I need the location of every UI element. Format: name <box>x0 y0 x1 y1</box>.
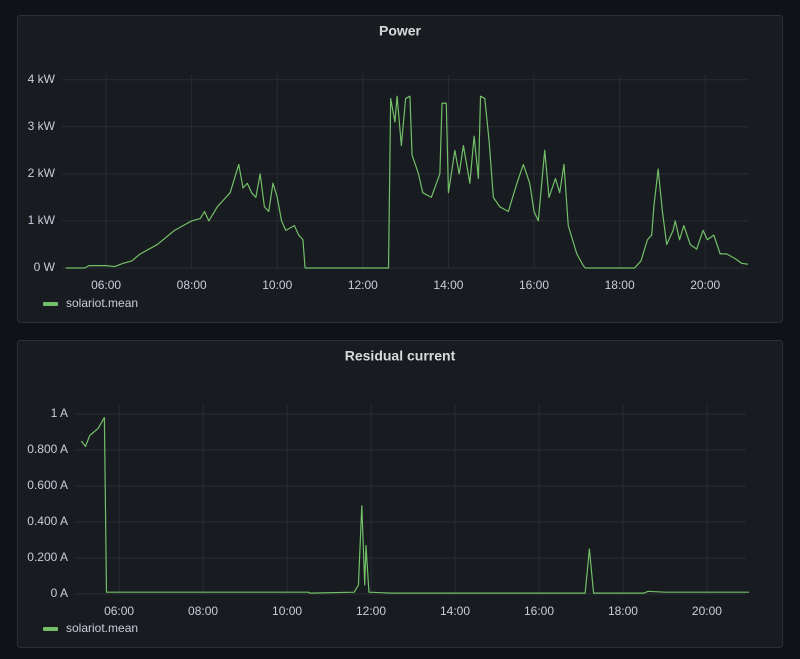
y-tick-label: 2 kW <box>28 166 56 180</box>
x-tick-label: 08:00 <box>177 278 207 292</box>
series-line <box>80 417 749 594</box>
legend-swatch <box>43 302 58 306</box>
x-tick-label: 06:00 <box>91 278 121 292</box>
panel-title: Power <box>379 23 422 39</box>
x-tick-label: 14:00 <box>440 604 470 618</box>
panel-title: Residual current <box>345 348 456 364</box>
panel <box>17 15 783 323</box>
y-tick-label: 3 kW <box>28 119 56 133</box>
legend-swatch <box>43 627 58 631</box>
y-tick-label: 0.400 A <box>27 514 68 528</box>
y-tick-label: 0.200 A <box>27 550 68 564</box>
x-tick-label: 18:00 <box>608 604 638 618</box>
x-tick-label: 18:00 <box>605 278 635 292</box>
y-tick-label: 4 kW <box>28 72 56 86</box>
y-tick-label: 1 A <box>51 406 68 420</box>
x-tick-label: 12:00 <box>356 604 386 618</box>
x-tick-label: 10:00 <box>262 278 292 292</box>
legend-label: solariot.mean <box>66 621 138 635</box>
x-tick-label: 12:00 <box>348 278 378 292</box>
x-tick-label: 20:00 <box>692 604 722 618</box>
x-tick-label: 10:00 <box>272 604 302 618</box>
y-tick-label: 0 A <box>51 586 68 600</box>
x-tick-label: 08:00 <box>188 604 218 618</box>
x-tick-label: 20:00 <box>690 278 720 292</box>
y-tick-label: 0.600 A <box>27 478 68 492</box>
panel <box>17 340 783 648</box>
x-tick-label: 14:00 <box>433 278 463 292</box>
y-tick-label: 0.800 A <box>27 442 68 456</box>
x-tick-label: 06:00 <box>104 604 134 618</box>
x-tick-label: 16:00 <box>524 604 554 618</box>
y-tick-label: 1 kW <box>28 213 56 227</box>
series-line <box>65 95 749 269</box>
x-tick-label: 16:00 <box>519 278 549 292</box>
legend-label: solariot.mean <box>66 296 138 310</box>
y-tick-label: 0 W <box>34 260 56 274</box>
